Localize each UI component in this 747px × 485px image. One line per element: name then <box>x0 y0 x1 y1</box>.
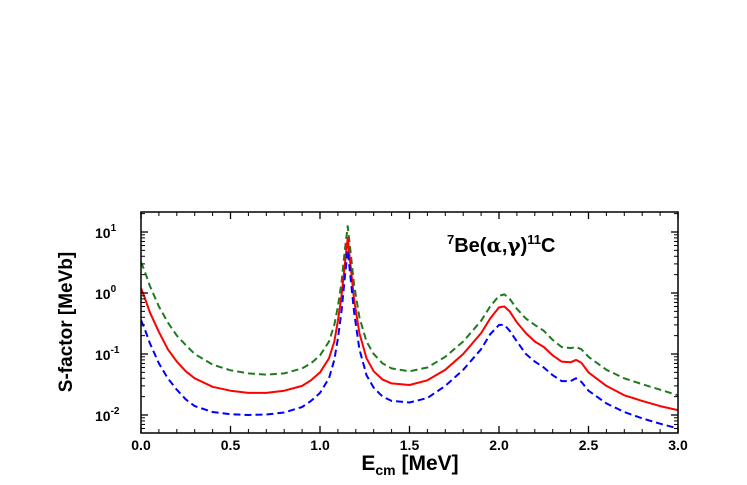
x-tick-label: 0.0 <box>131 437 151 453</box>
x-tick-label: 1.0 <box>310 437 330 453</box>
y-tick-label: 100 <box>95 284 117 302</box>
y-tick-label: 10-1 <box>95 345 120 363</box>
x-axis-title-sub: cm <box>375 462 395 478</box>
series-layer <box>141 225 678 430</box>
x-tick-label: 0.5 <box>221 437 241 453</box>
series-line-2 <box>141 236 678 412</box>
series-line-3 <box>141 249 678 430</box>
reaction-main: Be( <box>454 235 487 257</box>
reaction-close: ) <box>521 235 528 257</box>
x-tick-label: 2.0 <box>489 437 509 453</box>
x-tick-label: 3.0 <box>668 437 688 453</box>
ticks-layer: 0.0 0.5 1.0 1.5 2.0 2.5 3.0 101 100 10-1 10-2 <box>95 212 688 453</box>
reaction-end: C <box>541 235 555 257</box>
x-axis-title-main: E <box>361 452 375 475</box>
series-line-1 <box>141 225 678 397</box>
reaction-gamma: γ <box>507 233 521 257</box>
y-tick-label: 101 <box>95 223 117 241</box>
reaction-alpha: α <box>486 233 501 257</box>
x-tick-label: 2.5 <box>579 437 599 453</box>
reaction-pre-superscript: 7 <box>447 232 454 247</box>
reaction-post-superscript: 11 <box>527 232 541 247</box>
y-tick-label: 10-2 <box>95 406 120 424</box>
x-tick-label: 1.5 <box>400 437 420 453</box>
plot-frame <box>140 211 679 434</box>
y-axis-title: S-factor [MeVb] <box>56 252 77 392</box>
reaction-comma: , <box>502 235 508 257</box>
x-axis-title-unit: [MeV] <box>396 452 459 475</box>
x-axis-title: Ecm [MeV] <box>361 452 458 478</box>
reaction-annotation: 7Be(α,γ)11C <box>447 232 556 257</box>
